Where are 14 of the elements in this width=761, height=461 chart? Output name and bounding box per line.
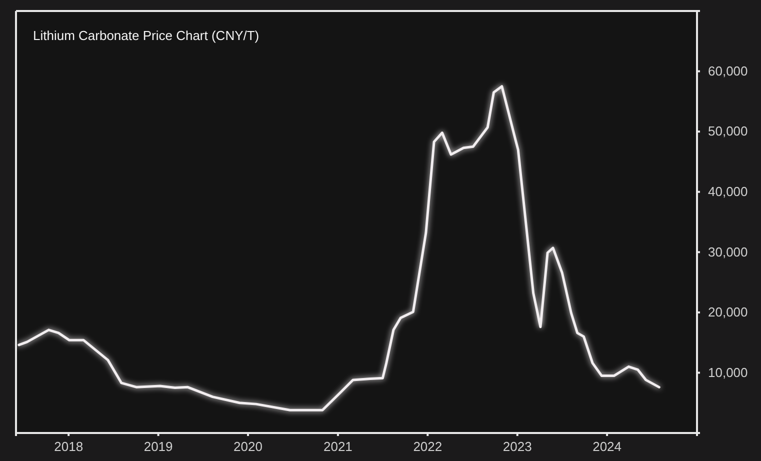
x-tick-label: 2023 (502, 439, 532, 454)
y-tick-label: 10,000 (708, 364, 748, 380)
y-tick-label: 50,000 (708, 124, 748, 139)
x-tick-label: 2024 (592, 439, 622, 454)
y-tick-label: 30,000 (708, 244, 748, 260)
x-tick-label: 2018 (54, 439, 84, 454)
x-tick-label: 2019 (144, 439, 173, 454)
y-tick-label: 40,000 (708, 184, 748, 200)
y-tick-label: 60,000 (708, 63, 748, 78)
x-tick-label: 2021 (323, 439, 352, 454)
y-tick-label: 20,000 (708, 304, 748, 320)
x-tick-label: 2020 (234, 439, 262, 454)
text: Lithium Carbonate Price Chart (CNY/T) (33, 28, 260, 43)
x-tick-label: 2022 (413, 439, 442, 454)
